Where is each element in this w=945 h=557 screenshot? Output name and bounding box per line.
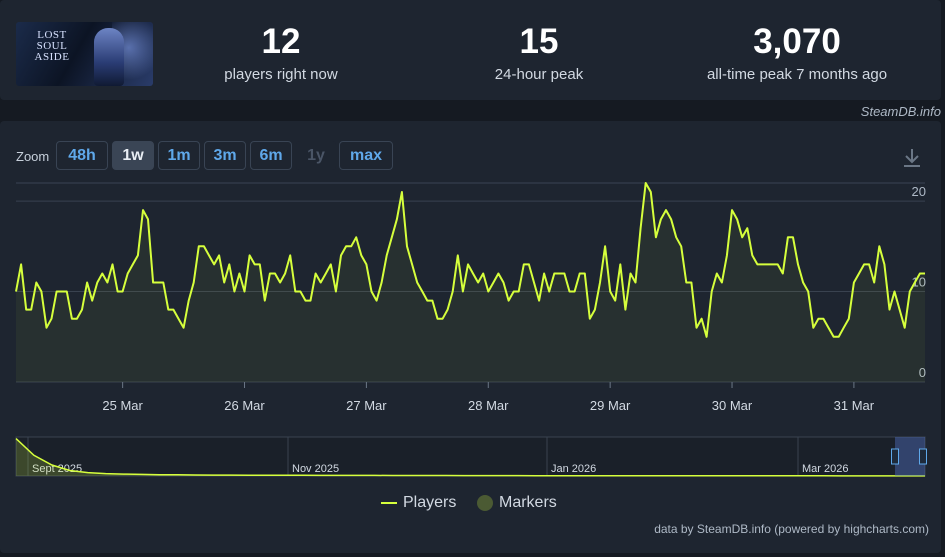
stat-value: 15 [519, 22, 559, 61]
chart-legend: Players Markers [0, 494, 941, 518]
legend-label: Markers [499, 494, 557, 511]
stat-label: all-time peak 7 months ago [706, 66, 888, 83]
stat-value: 3,070 [753, 22, 841, 61]
legend-item-players[interactable]: Players [381, 494, 456, 512]
navigator-line [15, 438, 925, 477]
download-icon[interactable] [900, 146, 924, 170]
x-tick-label: 29 Mar [590, 398, 631, 413]
navigator-label: Mar 2026 [802, 463, 848, 475]
x-tick-label: 25 Mar [102, 398, 143, 413]
legend-item-markers[interactable]: Markers [477, 494, 557, 512]
chart-credit[interactable]: data by SteamDB.info (powered by highcha… [654, 522, 929, 536]
zoom-button-1y: 1y [296, 141, 336, 170]
stats-bar: LOST SOUL ASIDE 12 players right now 15 … [0, 0, 941, 100]
player-count-chart[interactable]: 0 10 20 25 Mar 26 Mar 27 Mar 28 Mar 29 Mar 30 Ma… [0, 0, 941, 490]
x-tick-label: 30 Mar [712, 398, 753, 413]
zoom-button-1m[interactable]: 1m [158, 141, 200, 170]
players-line [15, 182, 925, 338]
zoom-button-6m[interactable]: 6m [250, 141, 292, 170]
y-tick-label: 20 [912, 184, 926, 199]
navigator-label: Jan 2026 [551, 463, 596, 475]
navigator-label: Nov 2025 [292, 463, 339, 475]
stat-label: players right now [224, 66, 338, 83]
zoom-button-1w[interactable]: 1w [112, 141, 154, 170]
y-tick-label: 0 [919, 365, 926, 380]
zoom-button-3m[interactable]: 3m [204, 141, 246, 170]
zoom-label: Zoom [16, 149, 50, 164]
stat-24h-peak: 15 24-hour peak [459, 22, 619, 84]
zoom-button-48h[interactable]: 48h [56, 141, 108, 170]
game-logo: LOST SOUL ASIDE [34, 29, 70, 63]
dot-swatch [477, 495, 493, 511]
stat-value: 12 [261, 22, 301, 61]
navigator-handle[interactable] [891, 448, 899, 465]
chart-panel [0, 121, 941, 553]
stat-all-time-peak: 3,070 all-time peak 7 months ago [687, 22, 907, 84]
y-tick-label: 10 [912, 275, 926, 290]
x-tick-label: 27 Mar [346, 398, 387, 413]
game-capsule-image[interactable]: LOST SOUL ASIDE [16, 22, 153, 86]
steamdb-credit[interactable]: SteamDB.info [860, 104, 941, 119]
zoom-button-max[interactable]: max [339, 141, 393, 170]
stat-current-players: 12 players right now [201, 22, 361, 84]
players-area [16, 183, 925, 382]
navigator-frame [15, 436, 926, 477]
x-tick-label: 26 Mar [224, 398, 265, 413]
x-tick-label: 28 Mar [468, 398, 509, 413]
stat-label: 24-hour peak [494, 66, 584, 83]
navigator-handle[interactable] [919, 448, 927, 465]
character-figure [94, 28, 124, 86]
x-tick-label: 31 Mar [834, 398, 875, 413]
navigator-label: Sept 2025 [32, 463, 82, 475]
legend-label: Players [403, 494, 457, 511]
line-swatch [381, 502, 397, 504]
